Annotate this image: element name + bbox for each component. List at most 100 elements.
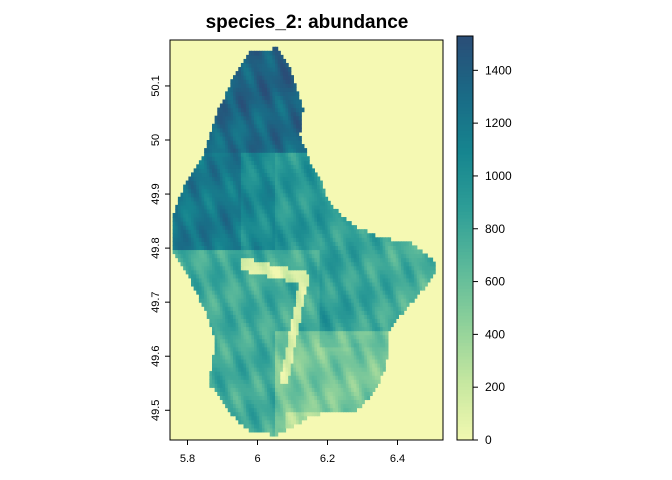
raster-cell [380,322,384,328]
raster-cell [217,204,221,210]
raster-cell [254,375,258,380]
raster-cell [282,330,287,336]
raster-cell [340,257,344,263]
raster-cell [301,346,305,352]
raster-cell [261,107,266,113]
raster-cell [285,322,289,328]
raster-cell [256,358,260,364]
raster-cell [335,334,339,340]
raster-cell [225,285,229,291]
raster-cell [256,427,260,433]
raster-cell [267,334,271,340]
raster-cell [254,310,258,315]
raster-cell [206,172,210,178]
raster-cell [198,229,203,234]
raster-cell [219,208,224,214]
raster-cell [230,261,234,267]
raster-cell [188,192,192,198]
raster-cell [306,302,310,307]
raster-cell [222,225,226,230]
raster-cell [212,273,216,279]
raster-cell [408,245,413,251]
raster-cell [348,241,352,246]
raster-cell [280,168,284,174]
raster-cell [282,152,287,157]
raster-cell [414,285,418,291]
raster-cell [303,391,308,396]
raster-cell [364,362,368,368]
raster-cell [269,277,273,283]
raster-cell [324,253,329,259]
raster-cell [401,249,405,255]
raster-cell [238,399,242,405]
raster-cell [217,188,221,194]
raster-cell [338,334,342,340]
raster-cell [338,322,342,328]
raster-cell [251,253,255,259]
raster-cell [204,172,208,178]
raster-cell [219,314,224,319]
raster-cell [206,273,210,279]
raster-cell [277,103,281,109]
raster-cell [251,391,255,396]
raster-cell [332,298,336,303]
raster-cell [343,326,347,332]
raster-cell [364,334,368,340]
raster-cell [288,172,292,178]
raster-cell [222,168,226,174]
raster-cell [288,245,292,251]
raster-cell [277,326,281,332]
raster-cell [387,298,392,303]
raster-cell [298,127,302,133]
raster-cell [280,123,284,129]
raster-cell [261,326,266,332]
raster-cell [230,281,234,287]
raster-cell [309,411,313,417]
raster-cell [298,119,302,125]
raster-cell [259,338,263,344]
raster-cell [359,237,363,242]
raster-cell [201,233,205,238]
raster-cell [422,253,426,259]
raster-cell [280,285,284,291]
raster-cell [277,411,281,417]
raster-cell [267,403,271,409]
raster-cell [219,391,224,396]
raster-cell [214,156,218,161]
raster-cell [301,257,305,263]
raster-cell [251,261,255,267]
raster-cell [411,281,415,287]
raster-cell [238,192,242,198]
raster-cell [322,225,326,230]
raster-cell [324,379,329,384]
raster-cell [233,298,237,303]
raster-cell [240,411,245,417]
raster-cell [191,245,195,251]
raster-cell [280,383,284,388]
raster-cell [235,233,239,238]
raster-cell [306,217,310,222]
raster-cell [209,281,213,287]
raster-cell [298,172,302,178]
raster-cell [243,322,247,328]
raster-cell [185,208,189,214]
raster-cell [285,407,289,413]
raster-cell [269,290,273,295]
raster-cell [293,411,297,417]
raster-cell [322,318,326,324]
raster-cell [230,192,234,198]
raster-cell [261,302,266,307]
raster-cell [303,342,308,348]
raster-cell [303,172,308,178]
raster-cell [246,245,250,251]
raster-cell [264,367,268,372]
raster-cell [188,261,192,267]
raster-cell [282,208,287,214]
raster-cell [356,387,360,392]
raster-cell [280,95,284,101]
raster-cell [335,403,339,409]
raster-cell [387,290,392,295]
raster-cell [309,184,313,190]
raster-cell [177,233,182,238]
raster-cell [335,221,339,226]
